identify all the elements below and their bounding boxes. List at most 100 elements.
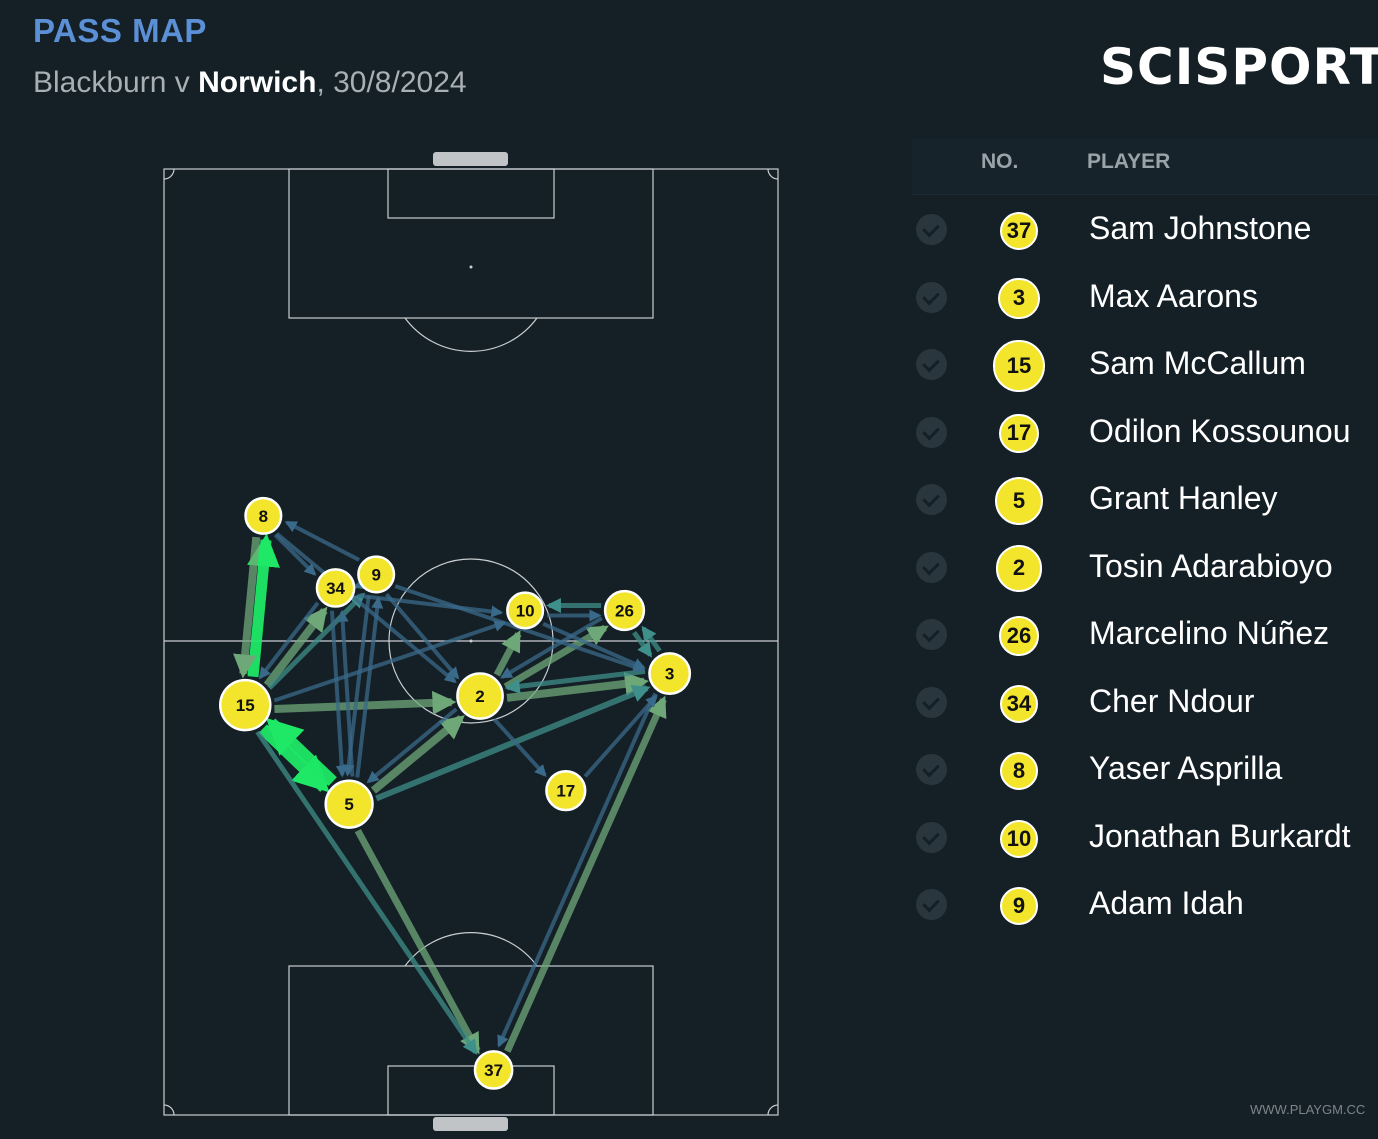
player-number-badge: 2	[995, 545, 1043, 592]
pass-34-to-9	[352, 577, 367, 590]
checkmark-icon[interactable]	[916, 551, 947, 583]
bottom-goal	[433, 1117, 508, 1131]
pass-8-to-34	[273, 533, 317, 576]
player-node-label: 15	[236, 696, 255, 715]
player-name: Cher Ndour	[1089, 682, 1255, 719]
checkmark-icon[interactable]	[916, 821, 947, 853]
player-node-9: 9	[357, 555, 396, 594]
player-row[interactable]: 34 Cher Ndour	[912, 669, 1378, 736]
pass-3-to-37	[497, 692, 658, 1048]
scisports-logo: SCISPORT	[1100, 38, 1378, 96]
player-number-badge: 17	[999, 413, 1039, 454]
player-node-label: 2	[475, 687, 484, 706]
pass-8-to-15	[233, 536, 261, 679]
pass-5-to-9	[355, 596, 384, 778]
player-node-5: 5	[324, 779, 374, 829]
player-name: Max Aarons	[1089, 277, 1258, 314]
checkmark-icon[interactable]	[916, 889, 947, 920]
player-node-circle	[324, 779, 374, 829]
match-date: , 30/8/2024	[316, 66, 467, 99]
pass-5-to-2	[370, 715, 465, 794]
pass-15-to-2	[274, 690, 457, 715]
player-row[interactable]: 2 Tosin Adarabioyo	[912, 534, 1378, 601]
pass-map-chart: 37 3 15 17 5 2 26 34 8 10 9	[163, 152, 779, 1131]
player-name: Marcelino Núñez	[1089, 615, 1330, 651]
player-node-circle	[603, 589, 646, 632]
player-row[interactable]: 37 Sam Johnstone	[912, 196, 1378, 263]
player-node-label: 3	[665, 665, 674, 684]
player-node-circle	[244, 496, 283, 535]
player-node-17: 17	[545, 770, 587, 812]
player-node-circle	[456, 672, 504, 720]
player-row[interactable]: 8 Yaser Asprilla	[912, 736, 1378, 803]
checkmark-icon[interactable]	[916, 686, 947, 718]
player-node-37: 37	[473, 1050, 514, 1090]
player-row[interactable]: 15 Sam McCallum	[912, 331, 1378, 398]
player-node-circle	[473, 1050, 514, 1090]
player-row[interactable]: 10 Jonathan Burkardt	[912, 804, 1378, 871]
pass-9-to-5	[342, 595, 371, 777]
watermark: WWW.PLAYGM.CC	[1250, 1102, 1366, 1117]
player-name: Jonathan Burkardt	[1089, 817, 1351, 854]
page-title: PASS MAP	[33, 12, 207, 49]
checkmark-icon[interactable]	[916, 416, 947, 448]
player-row[interactable]: 5 Grant Hanley	[912, 466, 1378, 533]
pass-2-to-26	[503, 624, 609, 690]
away-team: Norwich	[198, 66, 317, 99]
player-node-circle	[315, 568, 356, 608]
checkmark-icon[interactable]	[916, 484, 947, 515]
player-row[interactable]: 9 Adam Idah	[912, 871, 1378, 938]
player-number-badge: 15	[993, 340, 1045, 392]
player-row[interactable]: 17 Odilon Kossounou	[912, 399, 1378, 466]
player-number-badge: 5	[994, 476, 1044, 526]
player-node-label: 17	[556, 782, 575, 801]
checkmark-icon[interactable]	[916, 214, 947, 245]
player-node-circle	[219, 678, 272, 732]
versus-separator: v	[166, 66, 199, 99]
player-name: Sam McCallum	[1089, 345, 1306, 381]
player-name: Yaser Asprilla	[1089, 750, 1283, 786]
player-node-label: 26	[615, 601, 634, 620]
player-node-8: 8	[244, 496, 283, 535]
pass-15-to-37	[255, 730, 478, 1055]
player-row[interactable]: 3 Max Aarons	[912, 264, 1378, 331]
player-number-badge: 10	[1000, 819, 1038, 858]
pass-9-to-2	[385, 592, 460, 680]
checkmark-icon[interactable]	[916, 281, 947, 313]
player-number-badge: 9	[1000, 887, 1038, 925]
player-node-circle	[648, 652, 692, 695]
checkmark-icon[interactable]	[916, 619, 947, 650]
pass-15-to-10	[273, 620, 507, 703]
player-name: Odilon Kossounou	[1089, 412, 1351, 449]
pass-5-to-37	[354, 828, 481, 1055]
checkmark-icon[interactable]	[916, 349, 947, 380]
pass-2-to-3	[506, 671, 649, 702]
pass-9-to-8	[284, 520, 361, 562]
pass-2-to-17	[492, 717, 547, 777]
player-node-circle	[357, 555, 396, 594]
player-node-circle	[545, 770, 587, 812]
player-node-3: 3	[648, 652, 692, 695]
pass-34-to-15	[258, 601, 320, 680]
top-goal	[433, 152, 508, 166]
home-team: Blackburn	[33, 66, 167, 99]
player-name: Adam Idah	[1089, 885, 1244, 921]
pass-5-to-15	[265, 717, 337, 786]
player-row[interactable]: 26 Marcelino Núñez	[912, 601, 1378, 668]
checkmark-icon[interactable]	[916, 754, 947, 785]
player-node-circle	[506, 591, 545, 630]
pass-17-to-3	[583, 694, 658, 778]
player-node-34: 34	[315, 568, 356, 608]
pass-10-to-3	[542, 621, 646, 670]
player-node-2: 2	[456, 672, 504, 720]
player-number-badge: 3	[998, 277, 1040, 320]
table-header: NO. PLAYER	[912, 138, 1378, 195]
pass-3-to-26	[641, 625, 662, 653]
player-node-label: 10	[516, 601, 535, 620]
player-number-badge: 37	[1000, 212, 1038, 250]
pass-2-to-5	[366, 707, 458, 784]
player-name: Sam Johnstone	[1089, 210, 1312, 246]
player-number-badge: 26	[999, 616, 1039, 656]
player-name: Tosin Adarabioyo	[1089, 547, 1333, 584]
column-header-player: PLAYER	[1087, 150, 1171, 173]
